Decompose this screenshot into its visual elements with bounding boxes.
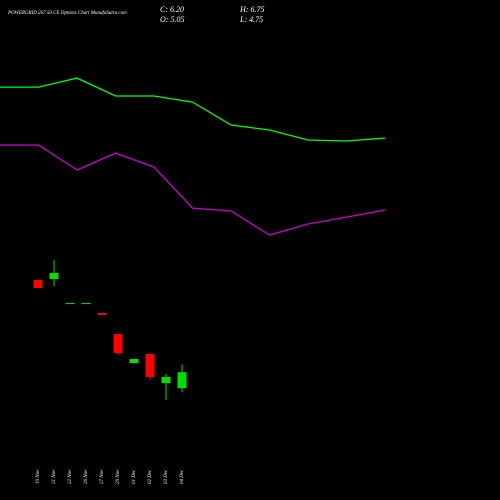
low-label: L: 4.75 bbox=[239, 15, 263, 24]
candle-body bbox=[97, 313, 107, 315]
x-tick-label: 01 Dec bbox=[132, 469, 137, 484]
candle-body bbox=[161, 376, 171, 384]
x-tick-label: 04 Dec bbox=[180, 469, 185, 484]
x-tick-label: 21 Nov bbox=[52, 469, 57, 484]
high-label: H: 6.75 bbox=[239, 5, 264, 14]
close-label: C: 6.20 bbox=[160, 5, 184, 14]
candle-body bbox=[177, 372, 187, 389]
candle-body bbox=[65, 303, 75, 305]
x-tick-label: 02 Dec bbox=[148, 469, 153, 484]
line bbox=[0, 77, 386, 142]
candle-body bbox=[49, 273, 59, 280]
x-tick-label: 22 Nov bbox=[68, 469, 73, 484]
candle-body bbox=[129, 359, 139, 364]
x-tick-label: 27 Nov bbox=[100, 469, 105, 484]
x-tick-label: 29 Nov bbox=[116, 469, 121, 484]
candle-body bbox=[145, 354, 155, 377]
x-tick-label: 26 Nov bbox=[84, 469, 89, 484]
x-tick-label: 19 Nov bbox=[36, 469, 41, 484]
open-label: O: 5.05 bbox=[160, 15, 184, 24]
candle-body bbox=[33, 280, 43, 289]
candle-body bbox=[81, 303, 91, 305]
chart-title: POWERGRID 267.50 CE Options Chart Munafa… bbox=[7, 11, 127, 16]
candle-body bbox=[113, 334, 123, 354]
line bbox=[0, 144, 386, 236]
x-tick-label: 03 Dec bbox=[164, 469, 169, 484]
